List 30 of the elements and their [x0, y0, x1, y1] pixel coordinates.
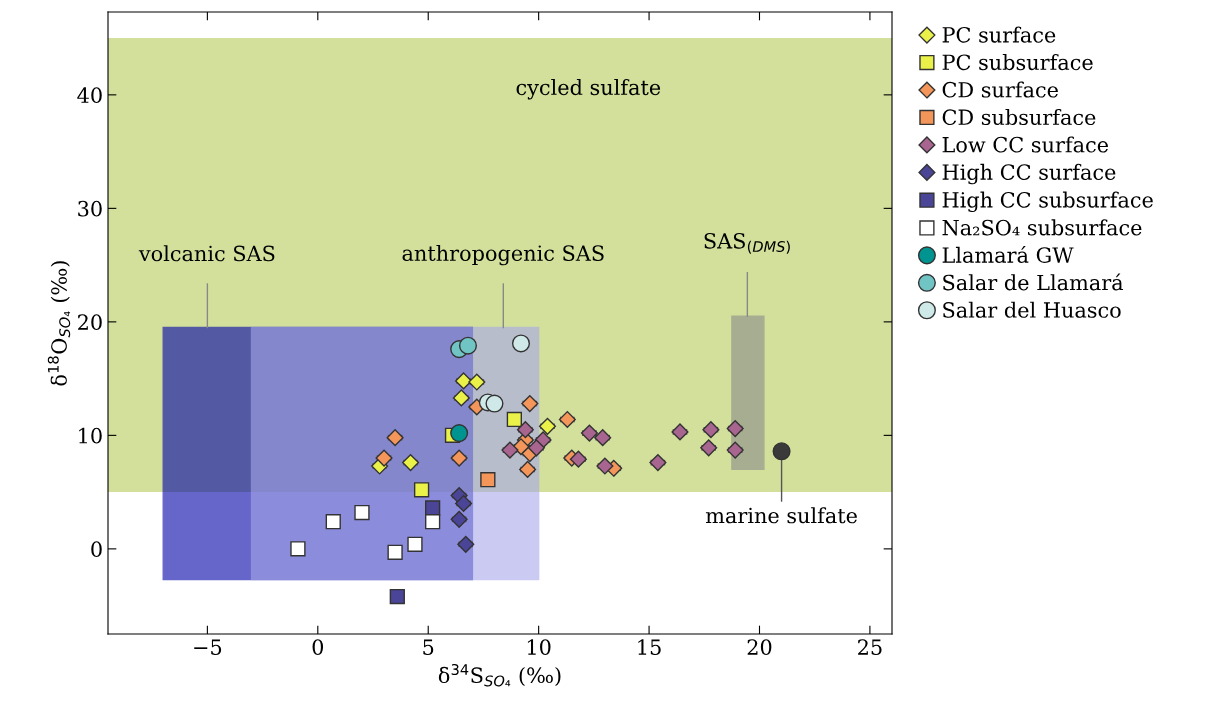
- x-tick-label: 25: [858, 639, 882, 655]
- legend-label: PC subsurface: [942, 54, 1093, 71]
- legend-label: CD surface: [942, 81, 1058, 98]
- annotation: anthropogenic SAS: [402, 244, 604, 266]
- band-label: cycled sulfate: [516, 79, 661, 100]
- legend-label: High CC surface: [942, 163, 1116, 185]
- legend-label: Salar del Huasco: [943, 301, 1121, 318]
- legend-label: Na₂SO₄ subsurface: [942, 219, 1142, 236]
- x-tick-label: 0: [312, 639, 324, 655]
- y-tick-label: 10: [79, 427, 102, 444]
- y-tick-label: 0: [91, 541, 102, 558]
- legend-label: High CC subsurface: [942, 191, 1153, 213]
- x-axis-title: δ$^{34}$S$_{SO₄}$ (‰): [438, 664, 561, 687]
- x-tick-label: −5: [194, 639, 222, 655]
- legend-label: Salar de Llamará: [943, 273, 1124, 291]
- legend-label: Llamará GW: [942, 245, 1074, 263]
- x-tick-label: 20: [747, 639, 772, 655]
- y-tick-label: 30: [78, 200, 102, 217]
- annotation: SAS$_{(DMS)}$: [704, 232, 790, 254]
- x-tick-label: 5: [423, 639, 434, 655]
- y-tick-label: 20: [78, 314, 102, 331]
- legend-label: Low CC surface: [942, 136, 1108, 153]
- y-tick-label: 40: [77, 87, 102, 104]
- legend-label: CD subsurface: [942, 108, 1096, 126]
- annotation: marine sulfate: [705, 507, 857, 524]
- y-axis-title: δ$^{18}$O$_{SO₄}$ (‰): [47, 261, 71, 386]
- x-tick-label: 10: [527, 639, 551, 655]
- annotation: volcanic SAS: [138, 245, 275, 262]
- x-tick-label: 15: [638, 639, 661, 655]
- legend-label: PC surface: [942, 26, 1056, 43]
